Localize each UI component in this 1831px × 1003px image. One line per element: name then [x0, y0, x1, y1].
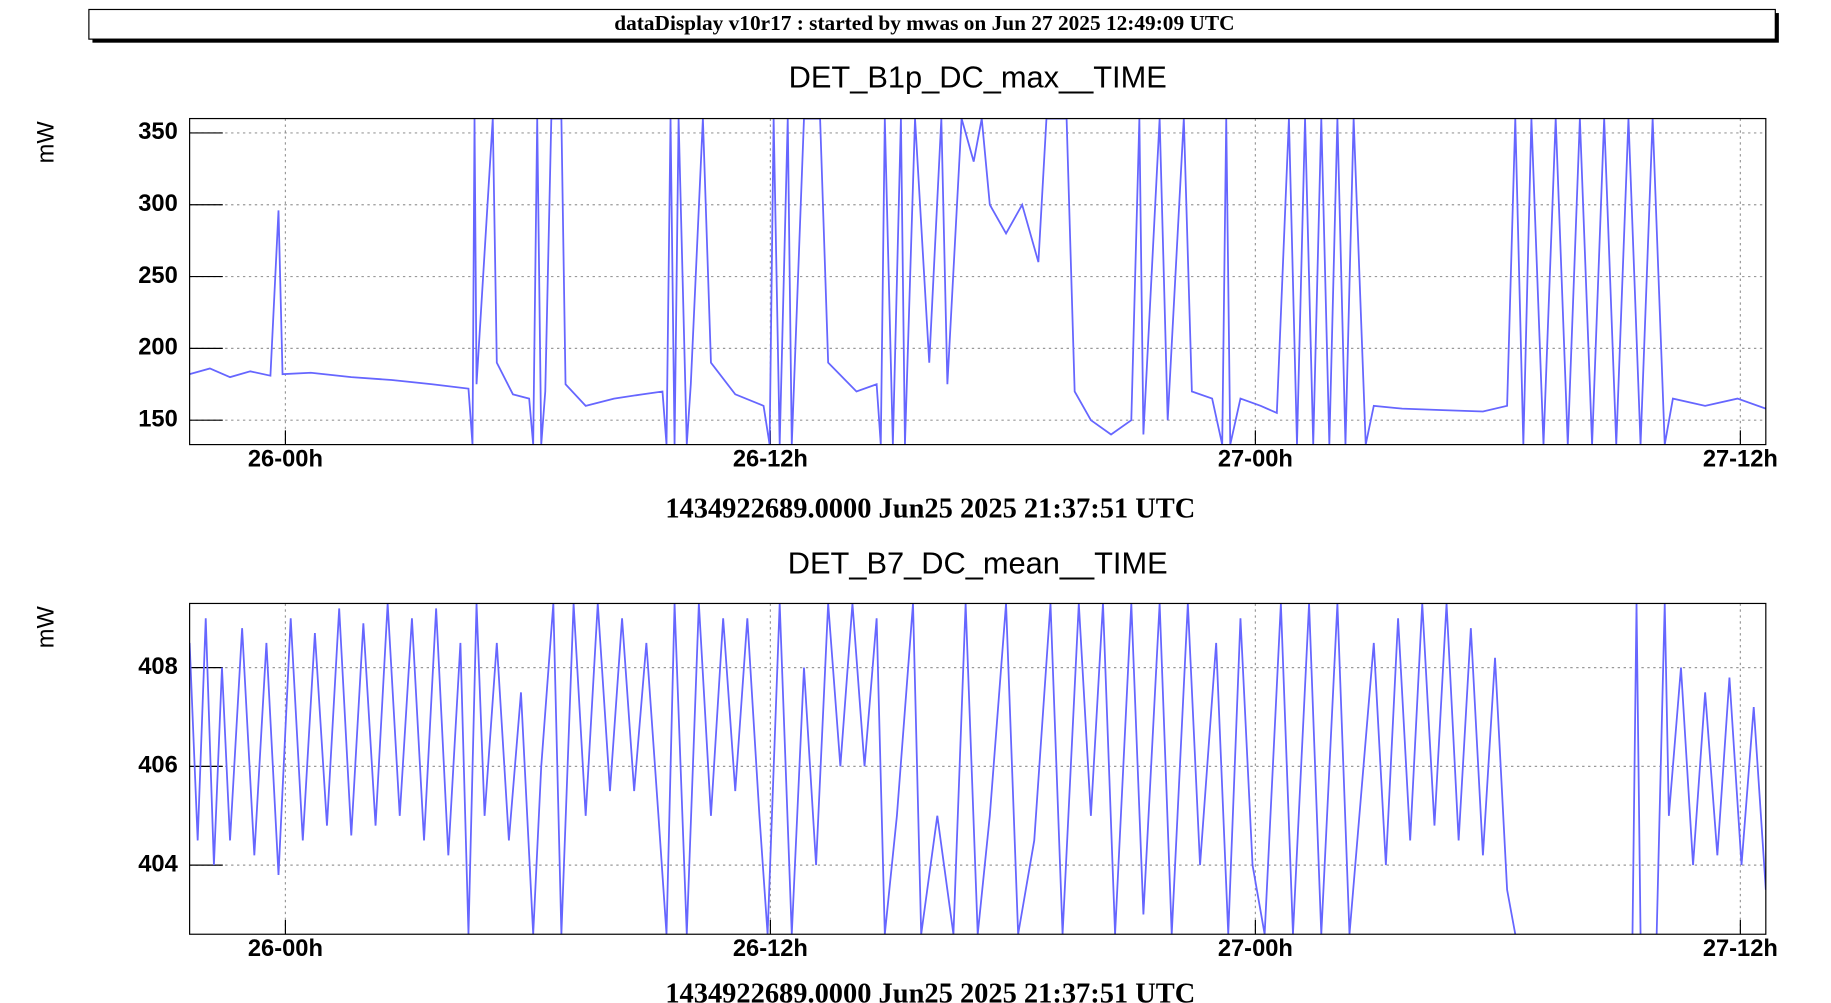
y-tick-label: 406 [138, 753, 178, 779]
x-tick-label: 26-00h [248, 446, 323, 472]
x-tick-label: 27-00h [1218, 446, 1293, 472]
data-line [189, 603, 1766, 935]
x-tick-label: 27-12h [1703, 446, 1778, 472]
y-tick-label: 408 [138, 654, 178, 680]
x-tick-label: 27-12h [1703, 936, 1778, 962]
y-tick-label: 300 [138, 191, 178, 217]
y-tick-label: 350 [138, 119, 178, 145]
y-tick-label: 250 [138, 263, 178, 289]
header-box [88, 8, 1776, 40]
y-axis-label: mW [34, 121, 60, 164]
x-tick-label: 27-00h [1218, 936, 1293, 962]
plot-frame [189, 117, 1767, 446]
y-tick-label: 150 [138, 406, 178, 432]
x-tick-label: 26-12h [733, 446, 808, 472]
x-tick-label: 26-12h [733, 936, 808, 962]
header-title: dataDisplay v10r17 : started by mwas on … [614, 11, 1234, 35]
chart-title: DET_B1p_DC_max__TIME [789, 60, 1167, 95]
chart-title: DET_B7_DC_mean__TIME [788, 546, 1168, 581]
x-axis-label: 1434922689.0000 Jun25 2025 21:37:51 UTC [665, 494, 1195, 525]
y-tick-label: 404 [138, 851, 178, 877]
y-axis-label: mW [34, 605, 60, 648]
x-axis-label: 1434922689.0000 Jun25 2025 21:37:51 UTC [665, 978, 1195, 1003]
y-tick-label: 200 [138, 335, 178, 361]
data-line [189, 118, 1766, 445]
x-tick-label: 26-00h [248, 936, 323, 962]
plot-frame [189, 602, 1767, 935]
